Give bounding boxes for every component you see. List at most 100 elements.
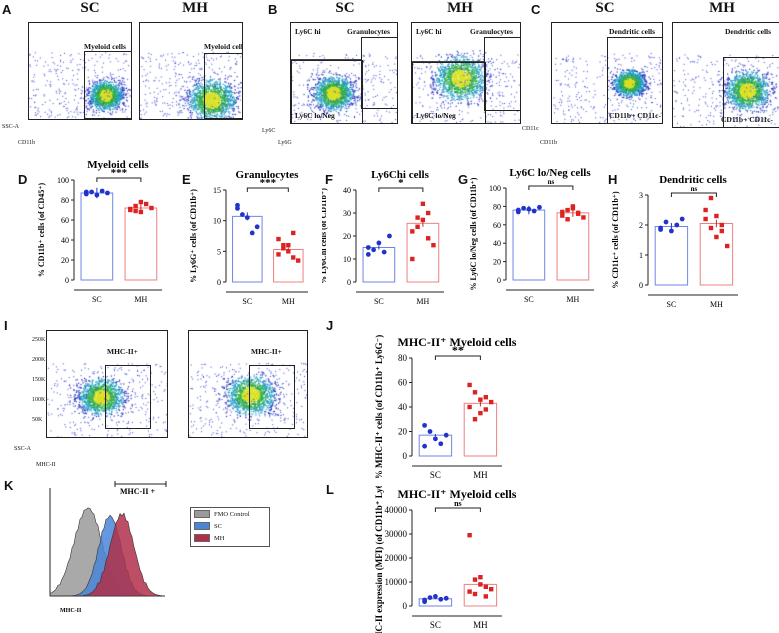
data-point-mh <box>291 255 296 260</box>
legend-mh: MH <box>191 532 269 544</box>
data-point-mh <box>281 246 286 251</box>
i-y-tick-150k: 150K <box>32 377 46 383</box>
significance-bracket <box>96 177 142 182</box>
data-point-sc <box>537 204 542 210</box>
a-mh-plot: Myeloid cells <box>139 22 243 120</box>
data-point-sc <box>526 206 532 212</box>
data-point-sc <box>443 432 449 438</box>
chart-title: Ly6Chi cells <box>371 169 429 181</box>
y-tick-label: 1 <box>639 251 643 260</box>
data-point-mh <box>714 213 719 219</box>
y-tick-label: 20000 <box>385 553 408 563</box>
data-point-sc <box>433 436 438 442</box>
chart-e: Granulocytes 0 5 10 15 % Ly6G⁺ cells (of CD11… <box>189 169 308 306</box>
panel-letter-j: J <box>326 318 334 333</box>
y-tick-label: 80 <box>61 196 69 205</box>
b-sc-gate-horizontal <box>291 59 361 60</box>
bar-sc <box>512 209 546 281</box>
y-tick-label: 0 <box>403 451 408 461</box>
legend-mh-swatch <box>194 534 210 542</box>
b-mh-ly6c-hi: Ly6C hi <box>416 27 442 36</box>
c-mh-title: MH <box>709 0 735 16</box>
data-point-sc <box>674 222 680 228</box>
y-tick-label: 0 <box>497 276 501 285</box>
chart-title: MHC-II⁺ Myeloid cells <box>398 487 517 501</box>
c-sc-plot: Dendritic cells CD11b+ CD11c- <box>551 22 663 124</box>
data-point-mh <box>276 236 281 242</box>
significance-label: *** <box>111 167 128 179</box>
data-point-mh <box>489 399 494 405</box>
chart-g: Ly6C lo/Neg cells 0 20 40 60 80 100 % Ly6C lo/N… <box>469 167 594 304</box>
y-axis-label: % CD11b⁺ cells (of CD45⁺) <box>37 183 46 278</box>
panel-letter-h: H <box>608 172 618 187</box>
significance-label: *** <box>260 177 277 189</box>
c-mh-cd11b-cd11c: CD11b+ CD11c- <box>721 115 773 124</box>
legend-fmo-label: FMO Control <box>214 510 250 518</box>
data-point-mh <box>570 206 576 211</box>
panel-letter-l: L <box>326 482 334 497</box>
data-point-sc <box>422 422 427 428</box>
data-point-mh <box>133 208 138 214</box>
b-sc-ly6c-lo: Ly6C lo/Neg <box>295 111 335 120</box>
data-point-mh <box>420 201 426 206</box>
y-tick-label: 40 <box>61 236 69 245</box>
b-y-axis-label: Ly6C <box>262 128 276 134</box>
b-mh-title: MH <box>447 0 473 16</box>
data-point-mh <box>291 230 296 236</box>
data-point-mh <box>472 390 478 395</box>
b-mh-density <box>412 23 520 123</box>
data-point-mh <box>489 587 494 592</box>
data-point-mh <box>708 225 714 231</box>
data-point-mh <box>281 243 286 248</box>
significance-bracket <box>528 185 574 190</box>
data-point-sc <box>521 205 526 211</box>
x-tick-label: MH <box>282 297 295 306</box>
data-point-mh <box>703 216 708 222</box>
data-point-mh <box>425 210 431 216</box>
panel-letter-i: I <box>4 318 8 333</box>
y-tick-label: 10 <box>343 255 351 264</box>
a-sc-gate <box>84 51 131 119</box>
x-tick-label: SC <box>374 297 384 306</box>
chart-title: Dendritic cells <box>659 174 727 186</box>
data-point-mh <box>138 209 144 215</box>
y-tick-label: 30 <box>343 209 351 218</box>
chart-title: Myeloid cells <box>87 160 149 171</box>
data-point-mh <box>725 243 730 249</box>
x-tick-label: SC <box>430 470 441 478</box>
data-point-sc <box>365 252 371 257</box>
b-mh-ly6c-lo: Ly6C lo/Neg <box>416 111 456 120</box>
bar-sc <box>80 192 114 281</box>
data-point-mh <box>472 591 478 597</box>
data-point-mh <box>415 224 420 229</box>
data-point-sc <box>376 240 382 246</box>
data-point-sc <box>669 228 674 234</box>
b-sc-title: SC <box>335 0 355 16</box>
y-tick-label: 20 <box>343 232 351 241</box>
data-point-sc <box>381 249 387 255</box>
a-mh-gate-label: Myeloid cells <box>204 42 243 51</box>
data-point-mh <box>286 243 291 248</box>
significance-bracket <box>434 355 481 360</box>
data-point-mh <box>472 417 478 422</box>
panel-letter-f: F <box>325 172 333 187</box>
data-point-mh <box>286 249 291 254</box>
data-point-mh <box>410 229 415 234</box>
i-mh-density <box>189 331 307 437</box>
data-point-mh <box>415 215 420 220</box>
data-point-mh <box>483 395 488 400</box>
data-point-mh <box>565 207 570 213</box>
y-axis-label: % Ly6C lo/Neg cells (of CD11b⁺) <box>469 177 478 290</box>
a-sc-plot: Myeloid cells <box>28 22 132 120</box>
y-tick-label: 40 <box>493 239 501 248</box>
x-tick-label: MH <box>710 300 723 309</box>
y-tick-label: 80 <box>398 353 408 363</box>
c-mh-plot: Dendritic cells CD11b+ CD11c- <box>672 22 779 128</box>
data-point-sc <box>99 188 105 194</box>
k-histogram: MHC-II + MHC-II <box>49 481 167 614</box>
significance-bracket <box>246 187 289 192</box>
legend-sc-swatch <box>194 522 210 530</box>
chart-d: Myeloid cells 0 20 40 60 80 100 % CD11b⁺ cells … <box>37 160 162 304</box>
a-sc-title: SC <box>80 0 100 16</box>
c-mh-gate <box>723 57 779 127</box>
